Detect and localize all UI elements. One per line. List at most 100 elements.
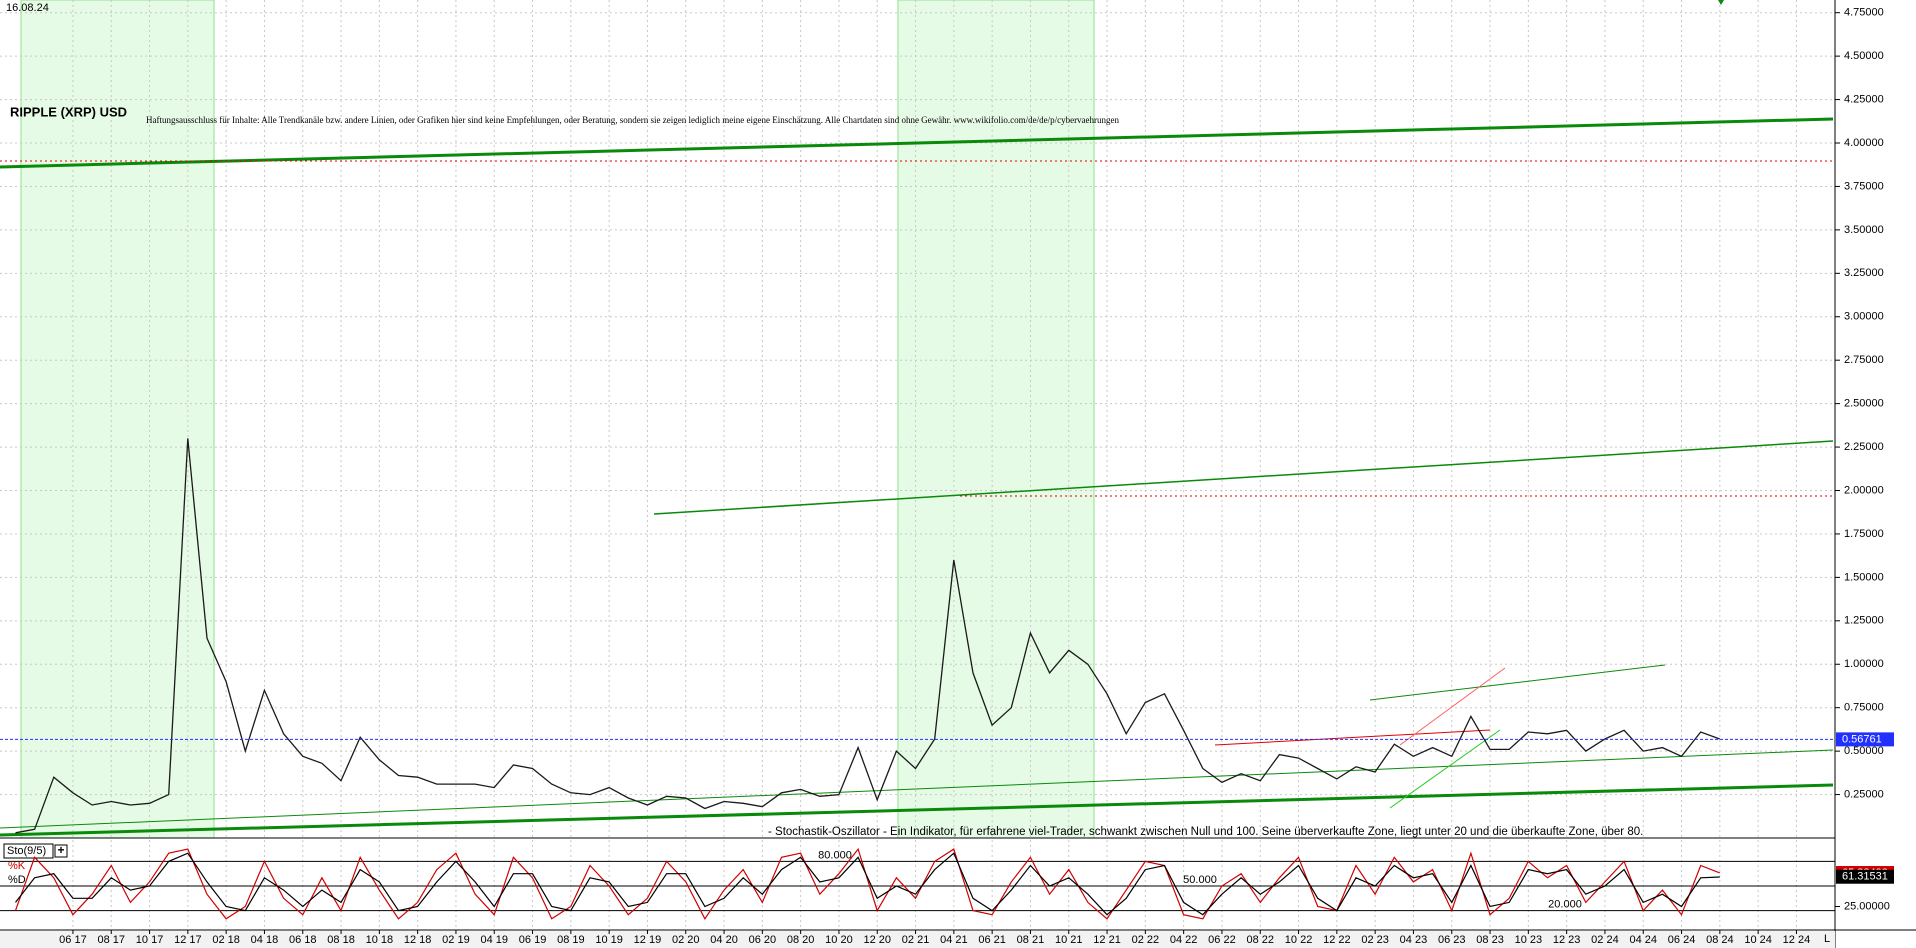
x-tick-label: 12 23 <box>1553 934 1581 946</box>
indicator-name: Sto(9/5) <box>7 845 46 857</box>
trend-line <box>1214 729 1491 746</box>
indicator-line <box>14 847 1721 920</box>
y-tick-label: 2.50000 <box>1844 398 1884 410</box>
disclaimer: Haftungsausschluss für Inhalte: Alle Tre… <box>146 115 1120 125</box>
x-tick-label: 12 19 <box>634 934 662 946</box>
y-tick-label: 0.25000 <box>1844 788 1884 800</box>
x-tick-label: 10 23 <box>1515 934 1543 946</box>
y-tick-label: 4.00000 <box>1844 137 1884 149</box>
y-tick-label: 3.25000 <box>1844 267 1884 279</box>
marker <box>1718 0 1724 5</box>
y-tick-label: 1.25000 <box>1844 615 1884 627</box>
x-tick-label: 06 21 <box>978 934 1006 946</box>
x-tick-label: 02 24 <box>1591 934 1619 946</box>
x-tick-label: 10 20 <box>825 934 853 946</box>
x-tick-label: 08 22 <box>1246 934 1274 946</box>
level-label: 50.000 <box>1183 874 1217 886</box>
x-tick-label: 10 17 <box>136 934 164 946</box>
x-tick-label: 10 19 <box>595 934 623 946</box>
x-tick-label: 12 22 <box>1323 934 1351 946</box>
trend-line <box>1399 667 1506 746</box>
y-tick-label: 1.00000 <box>1844 658 1884 670</box>
y-tick-label: 2.75000 <box>1844 354 1884 366</box>
x-tick-label: 04 23 <box>1400 934 1428 946</box>
x-axis-bar <box>0 931 1835 948</box>
y-tick-label: 4.25000 <box>1844 93 1884 105</box>
y-tick-label: 3.00000 <box>1844 311 1884 323</box>
x-tick-label: 10 22 <box>1285 934 1313 946</box>
x-tick-label: 12 20 <box>863 934 891 946</box>
x-tick-label: 12 21 <box>1093 934 1121 946</box>
x-tick-label: 04 20 <box>710 934 738 946</box>
x-tick-label: 02 22 <box>1132 934 1160 946</box>
x-tick-label: 10 24 <box>1744 934 1772 946</box>
x-tick-label: 04 21 <box>940 934 968 946</box>
date-label: 16.08.24 <box>6 2 49 14</box>
x-tick-label: 06 23 <box>1438 934 1466 946</box>
level-label: 80.000 <box>818 849 852 861</box>
x-tick-label: 06 20 <box>749 934 777 946</box>
y-tick-label: 25.00000 <box>1844 900 1890 912</box>
y-tick-label: 1.50000 <box>1844 571 1884 583</box>
y-tick-label: 2.00000 <box>1844 484 1884 496</box>
x-tick-label: 08 18 <box>327 934 355 946</box>
x-tick-label: 10 21 <box>1055 934 1083 946</box>
grid <box>0 0 1835 930</box>
y-tick-label: 0.50000 <box>1844 745 1884 757</box>
legend-label: %K <box>8 860 26 872</box>
annotation: - Stochastik-Oszillator - Ein Indikator,… <box>768 826 1643 838</box>
y-tick-label: 3.50000 <box>1844 224 1884 236</box>
x-tick-label: 02 20 <box>672 934 700 946</box>
trend-line <box>0 783 1834 837</box>
highlight-zone <box>897 0 1095 839</box>
x-tick-label: 08 23 <box>1476 934 1504 946</box>
x-tick-label: 02 18 <box>212 934 240 946</box>
x-tick-label: 12 24 <box>1783 934 1811 946</box>
x-tick-label: 08 20 <box>787 934 815 946</box>
expand-icon[interactable]: + <box>57 843 64 857</box>
x-tick-label: 08 24 <box>1706 934 1734 946</box>
x-tick-label: 12 17 <box>174 934 202 946</box>
indicator-line <box>15 852 1720 916</box>
trend-line <box>653 440 1834 515</box>
x-end-label: L <box>1824 933 1830 945</box>
x-tick-label: 06 19 <box>519 934 547 946</box>
x-tick-label: 04 18 <box>251 934 279 946</box>
trend-line <box>1389 729 1501 809</box>
x-tick-label: 12 18 <box>404 934 432 946</box>
trend-line <box>0 749 1834 829</box>
y-tick-label: 4.50000 <box>1844 50 1884 62</box>
y-tick-label: 3.75000 <box>1844 180 1884 192</box>
x-tick-label: 06 18 <box>289 934 317 946</box>
expand-button[interactable] <box>54 844 68 858</box>
last-value-box <box>1836 869 1894 884</box>
y-tick-label: 1.75000 <box>1844 528 1884 540</box>
x-tick-label: 06 22 <box>1208 934 1236 946</box>
trend-line <box>1369 664 1666 701</box>
x-tick-label: 04 24 <box>1629 934 1657 946</box>
x-tick-label: 02 19 <box>442 934 470 946</box>
indicator-box <box>3 843 54 859</box>
x-tick-label: 04 19 <box>480 934 508 946</box>
x-tick-label: 08 17 <box>97 934 125 946</box>
x-tick-label: 02 21 <box>902 934 930 946</box>
last-value-label: 0.56761 <box>1842 733 1882 745</box>
chart-title: RIPPLE (XRP) USD <box>10 104 127 119</box>
x-tick-label: 06 17 <box>59 934 87 946</box>
last-value-label: 61.31531 <box>1842 871 1888 883</box>
x-tick-label: 06 24 <box>1668 934 1696 946</box>
y-tick-label: 4.75000 <box>1844 7 1884 19</box>
price-line <box>15 438 1721 834</box>
last-value-box <box>1836 732 1894 747</box>
y-tick-label: 0.75000 <box>1844 702 1884 714</box>
level-label: 20.000 <box>1548 899 1582 911</box>
legend-label: %D <box>8 874 26 886</box>
trend-line <box>0 117 1834 169</box>
x-tick-label: 02 23 <box>1361 934 1389 946</box>
highlight-zone <box>20 0 215 839</box>
x-tick-label: 04 22 <box>1170 934 1198 946</box>
x-tick-label: 08 21 <box>1017 934 1045 946</box>
y-tick-label: 2.25000 <box>1844 441 1884 453</box>
x-tick-label: 10 18 <box>366 934 394 946</box>
